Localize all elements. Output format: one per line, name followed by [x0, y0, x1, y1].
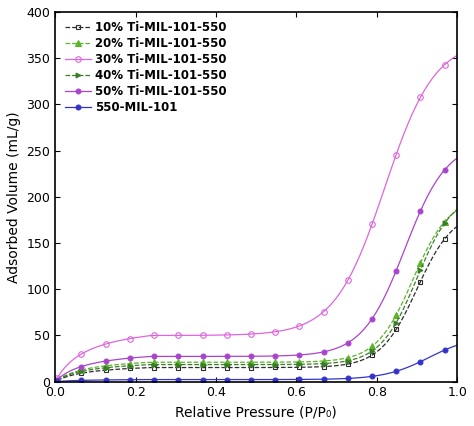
550-MIL-101: [434, 351, 439, 357]
550-MIL-101: [292, 377, 298, 382]
10% Ti-MIL-101-550: [421, 271, 427, 276]
40% Ti-MIL-101-550: [260, 362, 266, 367]
40% Ti-MIL-101-550: [55, 378, 60, 383]
40% Ti-MIL-101-550: [434, 233, 439, 239]
10% Ti-MIL-101-550: [131, 366, 137, 371]
50% Ti-MIL-101-550: [434, 178, 439, 183]
X-axis label: Relative Pressure (P/P₀): Relative Pressure (P/P₀): [175, 405, 337, 419]
Y-axis label: Adsorbed Volume (mL/g): Adsorbed Volume (mL/g): [7, 111, 21, 282]
20% Ti-MIL-101-550: [131, 361, 137, 366]
550-MIL-101: [147, 377, 153, 382]
30% Ti-MIL-101-550: [131, 335, 137, 340]
Line: 550-MIL-101: 550-MIL-101: [55, 343, 459, 384]
Line: 50% Ti-MIL-101-550: 50% Ti-MIL-101-550: [55, 156, 459, 382]
50% Ti-MIL-101-550: [292, 353, 298, 358]
20% Ti-MIL-101-550: [260, 360, 266, 365]
550-MIL-101: [454, 343, 460, 348]
20% Ti-MIL-101-550: [292, 360, 298, 365]
10% Ti-MIL-101-550: [260, 365, 266, 370]
Line: 20% Ti-MIL-101-550: 20% Ti-MIL-101-550: [55, 208, 459, 383]
550-MIL-101: [260, 377, 266, 382]
30% Ti-MIL-101-550: [147, 333, 153, 338]
50% Ti-MIL-101-550: [55, 377, 60, 382]
Legend: 10% Ti-MIL-101-550, 20% Ti-MIL-101-550, 30% Ti-MIL-101-550, 40% Ti-MIL-101-550, : 10% Ti-MIL-101-550, 20% Ti-MIL-101-550, …: [61, 18, 230, 118]
Line: 10% Ti-MIL-101-550: 10% Ti-MIL-101-550: [55, 224, 459, 383]
10% Ti-MIL-101-550: [454, 224, 460, 229]
20% Ti-MIL-101-550: [434, 230, 439, 235]
30% Ti-MIL-101-550: [421, 88, 427, 93]
50% Ti-MIL-101-550: [131, 355, 137, 360]
10% Ti-MIL-101-550: [55, 378, 60, 383]
10% Ti-MIL-101-550: [292, 365, 298, 370]
40% Ti-MIL-101-550: [421, 258, 427, 263]
20% Ti-MIL-101-550: [147, 360, 153, 365]
550-MIL-101: [421, 357, 427, 362]
50% Ti-MIL-101-550: [454, 156, 460, 161]
30% Ti-MIL-101-550: [454, 53, 460, 58]
40% Ti-MIL-101-550: [147, 362, 153, 367]
550-MIL-101: [131, 377, 137, 382]
10% Ti-MIL-101-550: [147, 365, 153, 370]
40% Ti-MIL-101-550: [454, 207, 460, 212]
20% Ti-MIL-101-550: [55, 377, 60, 383]
30% Ti-MIL-101-550: [260, 331, 266, 336]
Line: 40% Ti-MIL-101-550: 40% Ti-MIL-101-550: [55, 207, 459, 383]
30% Ti-MIL-101-550: [434, 71, 439, 76]
20% Ti-MIL-101-550: [454, 208, 460, 213]
550-MIL-101: [55, 379, 60, 384]
10% Ti-MIL-101-550: [434, 248, 439, 253]
40% Ti-MIL-101-550: [292, 362, 298, 367]
50% Ti-MIL-101-550: [421, 200, 427, 205]
50% Ti-MIL-101-550: [260, 354, 266, 359]
Line: 30% Ti-MIL-101-550: 30% Ti-MIL-101-550: [55, 53, 459, 381]
30% Ti-MIL-101-550: [292, 325, 298, 330]
20% Ti-MIL-101-550: [421, 252, 427, 257]
40% Ti-MIL-101-550: [131, 363, 137, 368]
50% Ti-MIL-101-550: [147, 354, 153, 359]
30% Ti-MIL-101-550: [55, 375, 60, 380]
